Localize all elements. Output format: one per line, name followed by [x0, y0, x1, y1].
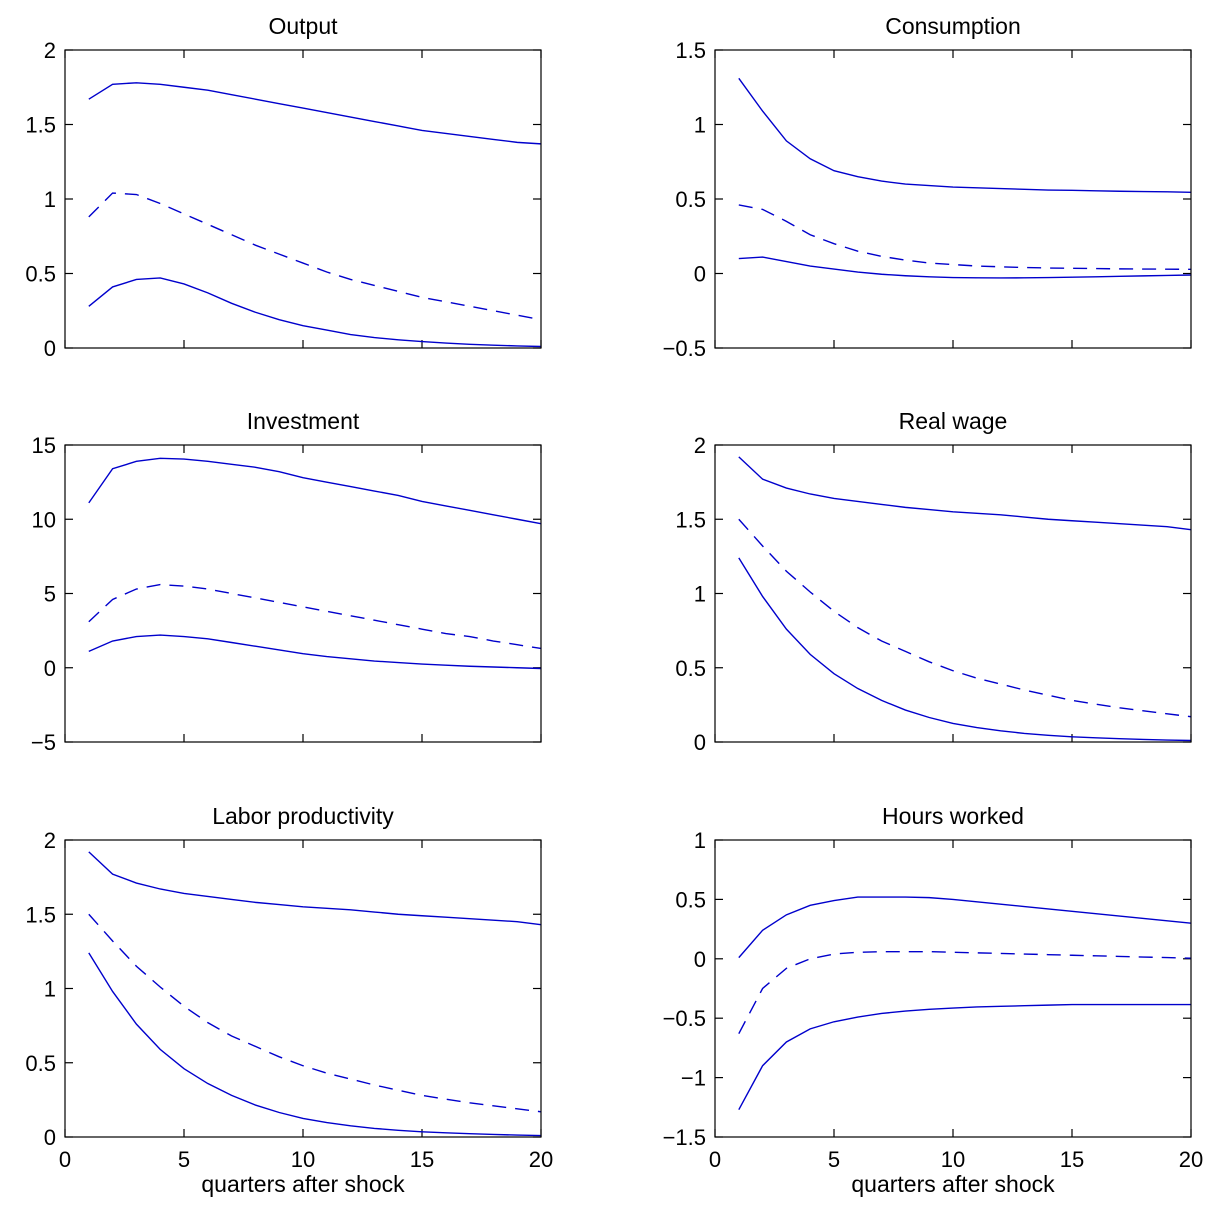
- panel-title: Investment: [247, 408, 360, 434]
- plot-frame: [64, 839, 542, 1138]
- series-line-dashed: [738, 204, 1192, 271]
- x-tick-label: 15: [1060, 1147, 1084, 1172]
- y-tick-label: 1: [694, 828, 706, 853]
- y-tick-label: −1.5: [663, 1125, 706, 1150]
- series-line-lower: [88, 277, 542, 348]
- x-tick-label: 15: [410, 1147, 434, 1172]
- series-line-dashed: [738, 950, 1192, 1034]
- y-tick-label: 5: [44, 582, 56, 607]
- y-tick-label: 0.5: [25, 262, 56, 287]
- y-tick-label: 1: [694, 113, 706, 138]
- y-tick-label: −0.5: [663, 1006, 706, 1031]
- x-tick-label: 0: [59, 1147, 71, 1172]
- x-tick-label: 0: [709, 1147, 721, 1172]
- y-tick-label: 0: [44, 336, 56, 361]
- series-line-upper: [88, 82, 542, 145]
- y-tick-label: 1.5: [25, 902, 56, 927]
- y-tick-label: 1.5: [675, 507, 706, 532]
- series-line-lower: [88, 634, 542, 670]
- y-tick-label: 0: [694, 262, 706, 287]
- y-tick-label: 1: [44, 977, 56, 1002]
- series-line-upper: [88, 457, 542, 525]
- y-tick-label: 0: [694, 730, 706, 755]
- x-tick-label: 5: [828, 1147, 840, 1172]
- series-line-dashed: [88, 192, 542, 321]
- series-line-upper: [738, 77, 1192, 193]
- x-axis-label: quarters after shock: [851, 1171, 1055, 1197]
- panel-3: Investment −5 0 5 10 15: [31, 408, 542, 755]
- panel-2: Consumption −0.5 0 0.5 1 1.5: [663, 13, 1192, 361]
- series-line-upper: [88, 851, 542, 926]
- series-line-dashed: [88, 583, 542, 650]
- y-tick-label: 2: [44, 828, 56, 853]
- y-tick-label: 0: [694, 947, 706, 972]
- x-tick-label: 20: [529, 1147, 553, 1172]
- y-tick-label: 2: [44, 38, 56, 63]
- y-tick-label: 0: [44, 1125, 56, 1150]
- panel-title: Labor productivity: [212, 803, 394, 829]
- plot-frame: [714, 49, 1192, 349]
- y-tick-label: 0.5: [675, 887, 706, 912]
- series-line-dashed: [88, 913, 542, 1113]
- panel-title: Consumption: [885, 13, 1021, 39]
- panel-1: Output 0 0.5 1 1.5 2: [25, 13, 542, 361]
- y-tick-label: 0: [44, 656, 56, 681]
- y-tick-label: 1.5: [25, 113, 56, 138]
- plot-frame: [714, 839, 1192, 1138]
- panel-4: Real wage 0 0.5 1 1.5 2: [675, 408, 1192, 755]
- panel-6: Hours worked−1.5−1−0.500.510 5 10 15 20quart…: [663, 803, 1204, 1197]
- y-tick-label: 2: [694, 433, 706, 458]
- x-tick-label: 5: [178, 1147, 190, 1172]
- y-tick-label: 0.5: [25, 1051, 56, 1076]
- series-line-lower: [738, 256, 1192, 279]
- panel-title: Real wage: [899, 408, 1008, 434]
- series-line-upper: [738, 456, 1192, 531]
- plot-frame: [64, 444, 542, 743]
- x-tick-label: 20: [1179, 1147, 1203, 1172]
- panel-title: Output: [268, 13, 338, 39]
- y-tick-label: 1: [694, 582, 706, 607]
- y-tick-label: 0.5: [675, 187, 706, 212]
- y-tick-label: 0.5: [675, 656, 706, 681]
- panel-title: Hours worked: [882, 803, 1024, 829]
- x-tick-label: 10: [291, 1147, 315, 1172]
- x-tick-label: 10: [941, 1147, 965, 1172]
- y-tick-label: 10: [32, 507, 56, 532]
- series-line-lower: [88, 952, 542, 1137]
- y-tick-label: 15: [32, 433, 56, 458]
- y-tick-label: 1.5: [675, 38, 706, 63]
- y-tick-label: −1: [681, 1066, 706, 1091]
- x-axis-label: quarters after shock: [201, 1171, 405, 1197]
- y-tick-label: −0.5: [663, 336, 706, 361]
- series-line-lower: [738, 557, 1192, 742]
- plot-frame: [714, 444, 1192, 743]
- series-line-dashed: [738, 518, 1192, 718]
- series-line-lower: [738, 1003, 1191, 1111]
- y-tick-label: 1: [44, 187, 56, 212]
- y-tick-label: −5: [31, 730, 56, 755]
- series-line-upper: [738, 896, 1192, 959]
- plot-frame: [64, 49, 542, 349]
